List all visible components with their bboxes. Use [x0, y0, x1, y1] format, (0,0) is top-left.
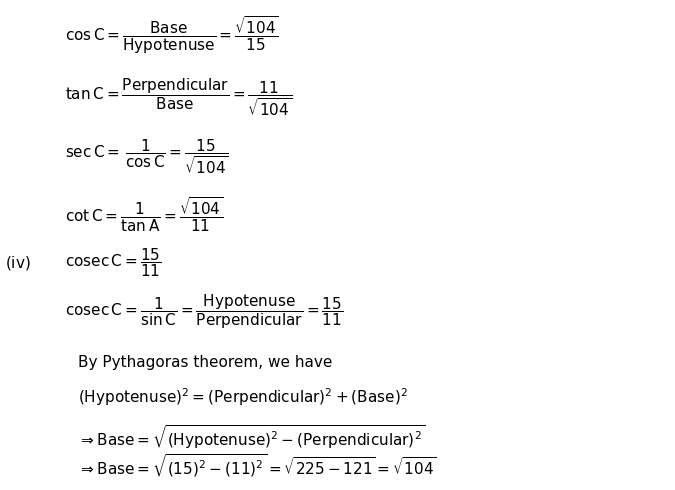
Text: $\mathrm{cosec\,C}{=}\dfrac{1}{\mathrm{sin\,C}}{=}\dfrac{\mathrm{Hypotenuse}}{\m: $\mathrm{cosec\,C}{=}\dfrac{1}{\mathrm{s… — [65, 293, 344, 331]
Text: $\mathrm{cosec\,C}{=}\dfrac{15}{11}$: $\mathrm{cosec\,C}{=}\dfrac{15}{11}$ — [65, 246, 162, 279]
Text: $\mathrm{(Hypotenuse)}^2 = \mathrm{(Perpendicular)}^2 + \mathrm{(Base)}^2$: $\mathrm{(Hypotenuse)}^2 = \mathrm{(Perp… — [78, 386, 408, 408]
Text: $\mathrm{sec\,C}{=}\,\dfrac{1}{\mathrm{cos\,C}}{=}\dfrac{15}{\sqrt{104}}$: $\mathrm{sec\,C}{=}\,\dfrac{1}{\mathrm{c… — [65, 138, 229, 176]
Text: $\Rightarrow \mathrm{Base} = \sqrt{\mathrm{(Hypotenuse)}^2 - \mathrm{(Perpendicu: $\Rightarrow \mathrm{Base} = \sqrt{\math… — [78, 423, 425, 451]
Text: $\mathrm{tan\,C}{=}\dfrac{\mathrm{Perpendicular}}{\mathrm{Base}}{=}\dfrac{11}{\s: $\mathrm{tan\,C}{=}\dfrac{\mathrm{Perpen… — [65, 76, 292, 118]
Text: By Pythagoras theorem, we have: By Pythagoras theorem, we have — [78, 354, 332, 369]
Text: $\mathrm{cot\,C}{=}\dfrac{1}{\mathrm{tan\,A}}{=}\dfrac{\sqrt{104}}{11}$: $\mathrm{cot\,C}{=}\dfrac{1}{\mathrm{tan… — [65, 196, 223, 234]
Text: $\mathrm{cos\,C}{=}\dfrac{\mathrm{Base}}{\mathrm{Hypotenuse}}{=}\dfrac{\sqrt{104: $\mathrm{cos\,C}{=}\dfrac{\mathrm{Base}}… — [65, 14, 279, 56]
Text: $\Rightarrow \mathrm{Base} = \sqrt{(15)^2 - (11)^2} = \sqrt{225 - 121} = \sqrt{1: $\Rightarrow \mathrm{Base} = \sqrt{(15)^… — [78, 452, 437, 480]
Text: $\mathrm{(iv)}$: $\mathrm{(iv)}$ — [5, 254, 31, 272]
